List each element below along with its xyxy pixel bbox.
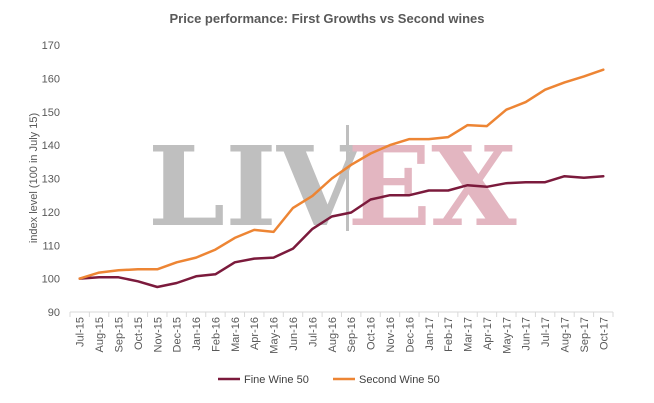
x-tick-label: Mar-17 xyxy=(463,317,475,352)
legend: Fine Wine 50 Second Wine 50 xyxy=(218,374,440,386)
y-tick-label: 140 xyxy=(42,140,60,152)
y-axis-label: index level (100 in July 15) xyxy=(28,113,40,243)
x-tick-label: Jul-17 xyxy=(540,317,552,347)
x-tick-label: Oct-15 xyxy=(133,317,145,350)
y-tick-label: 130 xyxy=(42,174,60,186)
x-tick-label: Apr-17 xyxy=(482,317,494,350)
x-tick-label: Jul-16 xyxy=(307,317,319,347)
x-tick-label: Nov-15 xyxy=(152,317,164,352)
y-tick-label: 90 xyxy=(48,307,60,319)
y-tick-label: 150 xyxy=(42,107,60,119)
y-tick-label: 170 xyxy=(42,40,60,52)
series-lines xyxy=(78,68,605,289)
x-axis-ticks: Jul-15 Aug-15 Sep-15 Oct-15 Nov-15 Dec-15 Jan-… xyxy=(75,317,611,354)
x-tick-label: Feb-17 xyxy=(443,317,455,352)
x-tick-label: Oct-17 xyxy=(598,317,610,350)
x-tick-label: Jul-15 xyxy=(75,317,87,347)
y-tick-label: 100 xyxy=(42,274,60,286)
x-tick-label: May-17 xyxy=(501,317,513,354)
x-tick-label: Apr-16 xyxy=(249,317,261,350)
legend-label: Fine Wine 50 xyxy=(244,374,309,386)
watermark-left-text: LIV xyxy=(148,122,364,251)
x-tick-label: Sep-16 xyxy=(346,317,358,352)
x-tick-label: Jan-16 xyxy=(191,317,203,351)
x-tick-label: Jun-17 xyxy=(521,317,533,351)
series-line-second-wine-50 xyxy=(78,68,605,280)
y-tick-label: 110 xyxy=(42,240,60,252)
x-tick-label: Aug-16 xyxy=(327,317,339,352)
x-tick-label: May-16 xyxy=(269,317,281,354)
x-tick-label: Nov-16 xyxy=(385,317,397,352)
x-tick-label: Jan-17 xyxy=(424,317,436,351)
x-tick-label: Oct-16 xyxy=(366,317,378,350)
x-tick-label: Sep-17 xyxy=(579,317,591,352)
chart-title: Price performance: First Growths vs Seco… xyxy=(170,11,485,26)
livex-watermark: LIV EX xyxy=(148,122,517,251)
x-tick-label: Aug-17 xyxy=(560,317,572,352)
legend-label: Second Wine 50 xyxy=(359,374,440,386)
watermark-divider xyxy=(346,125,349,231)
x-tick-label: Jun-16 xyxy=(288,317,300,351)
x-axis xyxy=(69,311,614,317)
y-tick-label: 120 xyxy=(42,207,60,219)
x-tick-label: Sep-15 xyxy=(113,317,125,352)
x-tick-label: Aug-15 xyxy=(94,317,106,352)
x-tick-label: Dec-15 xyxy=(172,317,184,352)
series-line-fine-wine-50 xyxy=(78,174,605,289)
x-tick-label: Mar-16 xyxy=(230,317,242,352)
x-tick-label: Feb-16 xyxy=(210,317,222,352)
y-tick-label: 160 xyxy=(42,73,60,85)
y-axis-ticks: 90 100 110 120 130 140 150 160 170 xyxy=(42,40,60,319)
x-tick-label: Dec-16 xyxy=(404,317,416,352)
